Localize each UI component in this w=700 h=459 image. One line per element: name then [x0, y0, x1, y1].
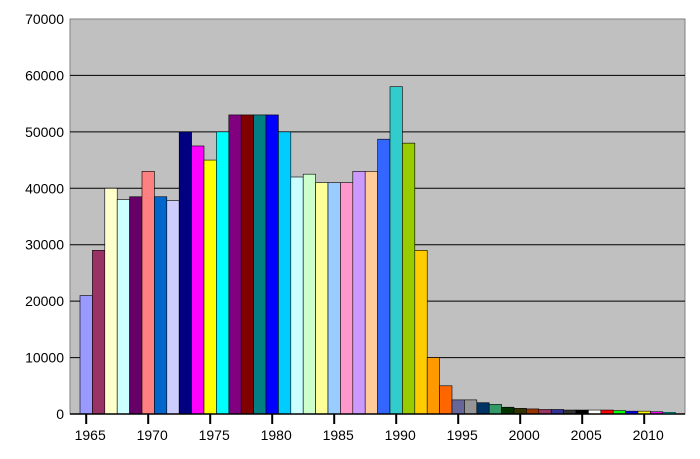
- bar: [166, 200, 180, 415]
- y-axis: 0 10000 20000 30000 40000 50000 60000 70000: [25, 11, 64, 422]
- bar: [104, 187, 118, 415]
- bar: [129, 196, 143, 415]
- bar: [439, 385, 453, 415]
- bar: [488, 404, 502, 415]
- bar: [178, 131, 192, 415]
- bar: [501, 406, 515, 415]
- bar: [79, 295, 93, 415]
- bar: [191, 145, 205, 415]
- bar: [92, 250, 106, 415]
- bar: [203, 159, 217, 415]
- y-tick-label: 0: [56, 406, 64, 422]
- bar: [116, 199, 130, 415]
- bar: [154, 196, 168, 415]
- y-tick-label: 50000: [25, 124, 64, 140]
- bar: [278, 131, 292, 415]
- bar: [414, 250, 428, 415]
- bar: [426, 357, 440, 415]
- x-axis: 1965 1970 1975 1980 1985 1990 1995 2000 2005 2010: [70, 413, 685, 443]
- bar: [352, 171, 366, 415]
- bar: [265, 114, 279, 415]
- bar: [464, 399, 478, 415]
- bar: [476, 402, 490, 415]
- x-tick-label: 1975: [199, 427, 230, 443]
- bar: [216, 131, 230, 415]
- bar: [364, 171, 378, 415]
- x-tick-label: 2010: [633, 427, 664, 443]
- bar: [340, 182, 354, 415]
- y-tick-label: 30000: [25, 237, 64, 253]
- bar: [240, 114, 254, 415]
- x-tick-label: 1985: [323, 427, 354, 443]
- bar: [302, 173, 316, 415]
- bar: [402, 142, 416, 415]
- bar: [315, 182, 329, 415]
- bar: [253, 114, 267, 415]
- y-tick-label: 20000: [25, 293, 64, 309]
- bar: [327, 182, 341, 415]
- x-tick-label: 1970: [137, 427, 168, 443]
- x-tick-label: 2000: [509, 427, 540, 443]
- bar: [141, 171, 155, 415]
- x-tick-label: 1995: [447, 427, 478, 443]
- x-tick-label: 1965: [75, 427, 106, 443]
- bar: [526, 408, 540, 415]
- bar: [290, 176, 304, 415]
- y-tick-label: 60000: [25, 67, 64, 83]
- bar: [389, 86, 403, 415]
- bars: [79, 86, 676, 415]
- bar: [451, 399, 465, 415]
- x-tick-label: 2005: [571, 427, 602, 443]
- x-tick-label: 1990: [385, 427, 416, 443]
- y-tick-label: 40000: [25, 180, 64, 196]
- y-tick-label: 10000: [25, 350, 64, 366]
- bar: [228, 114, 242, 415]
- x-tick-label: 1980: [261, 427, 292, 443]
- bar: [513, 408, 527, 415]
- bar: [377, 138, 391, 415]
- y-tick-label: 70000: [25, 11, 64, 27]
